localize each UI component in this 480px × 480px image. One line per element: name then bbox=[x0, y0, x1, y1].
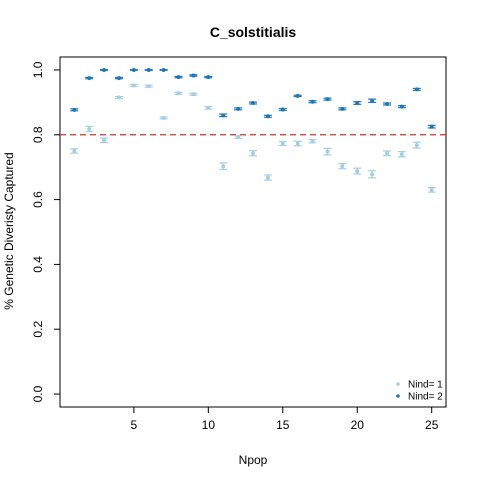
legend-label: Nind= 1 bbox=[408, 380, 443, 391]
legend-marker bbox=[396, 394, 400, 398]
data-point bbox=[102, 67, 107, 72]
y-tick-label: 0.6 bbox=[31, 191, 45, 208]
data-point bbox=[414, 87, 419, 92]
plot-frame bbox=[59, 56, 447, 408]
data-point bbox=[251, 101, 255, 106]
data-point bbox=[355, 169, 360, 174]
data-point bbox=[221, 164, 226, 169]
axes: 5 10 15 20 25 0.0 0.2 0.4 0.6 0.8 1.0 bbox=[31, 61, 439, 432]
data-point bbox=[265, 114, 270, 119]
data-point bbox=[399, 152, 404, 157]
data-point bbox=[280, 107, 285, 112]
data-point bbox=[236, 135, 241, 140]
x-tick-label: 10 bbox=[202, 418, 216, 432]
data-point bbox=[385, 151, 390, 156]
data-point bbox=[176, 91, 181, 96]
data-point bbox=[295, 93, 300, 98]
legend-marker bbox=[396, 382, 400, 386]
data-point bbox=[385, 101, 390, 106]
data-point bbox=[72, 107, 77, 112]
data-point bbox=[221, 113, 226, 118]
data-point bbox=[265, 175, 270, 180]
y-tick-label: 0.0 bbox=[31, 385, 45, 402]
y-tick-label: 0.8 bbox=[31, 126, 45, 143]
data-point bbox=[146, 67, 151, 72]
data-point bbox=[131, 83, 136, 88]
data-point bbox=[161, 67, 166, 72]
data-point bbox=[206, 75, 211, 80]
y-tick-label: 1.0 bbox=[31, 61, 45, 78]
x-tick-label: 25 bbox=[425, 418, 439, 432]
data-point bbox=[131, 67, 136, 72]
y-axis-label: % Genetic Diveristy Captured bbox=[2, 152, 16, 309]
data-point bbox=[87, 76, 92, 81]
data-point bbox=[191, 92, 196, 97]
x-tick-label: 15 bbox=[276, 418, 290, 432]
x-tick-label: 5 bbox=[131, 418, 138, 432]
data-point bbox=[310, 99, 315, 104]
data-point bbox=[146, 84, 151, 89]
x-axis-label: Npop bbox=[239, 453, 268, 467]
data-point bbox=[355, 101, 360, 106]
data-point bbox=[370, 98, 375, 103]
x-tick-label: 20 bbox=[351, 418, 365, 432]
data-point bbox=[310, 139, 315, 144]
data-point bbox=[295, 141, 300, 146]
data-point bbox=[399, 104, 404, 109]
data-point bbox=[191, 73, 196, 78]
data-point bbox=[161, 115, 166, 120]
y-tick-label: 0.4 bbox=[31, 256, 45, 273]
legend-label: Nind= 2 bbox=[408, 392, 443, 403]
data-point bbox=[429, 124, 434, 129]
data-point bbox=[325, 97, 330, 102]
chart-title: C_solstitialis bbox=[210, 24, 297, 40]
data-point bbox=[176, 75, 181, 80]
data-point bbox=[116, 95, 121, 100]
data-point bbox=[340, 106, 345, 111]
data-point bbox=[251, 151, 255, 156]
series bbox=[70, 67, 436, 129]
series bbox=[70, 83, 436, 193]
series-group bbox=[70, 67, 436, 193]
data-point bbox=[280, 141, 285, 146]
data-point bbox=[236, 106, 241, 111]
y-tick-label: 0.2 bbox=[31, 321, 45, 338]
data-point bbox=[370, 172, 375, 177]
data-point bbox=[429, 187, 434, 192]
data-point bbox=[87, 126, 92, 131]
data-point bbox=[102, 138, 107, 143]
data-point bbox=[340, 164, 345, 169]
data-point bbox=[72, 148, 77, 153]
data-point bbox=[414, 143, 419, 148]
data-point bbox=[206, 105, 211, 110]
data-point bbox=[325, 149, 330, 154]
data-point bbox=[116, 76, 121, 81]
